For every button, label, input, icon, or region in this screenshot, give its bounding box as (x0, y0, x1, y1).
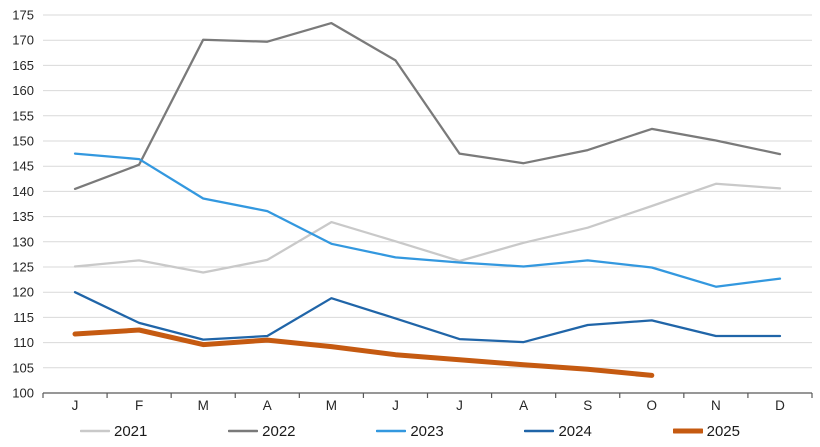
legend-item-2024: 2024 (524, 422, 592, 440)
y-axis-tick-label: 140 (12, 184, 34, 199)
legend-label-2025: 2025 (706, 422, 740, 440)
y-axis-tick-label: 135 (12, 209, 34, 224)
y-axis-tick-label: 125 (12, 260, 34, 275)
x-axis-month-label: D (775, 398, 785, 413)
y-axis-tick-label: 120 (12, 285, 34, 300)
series-line-2025 (72, 327, 655, 378)
x-axis-month-label: O (647, 398, 658, 413)
x-axis-month-label: S (583, 398, 592, 413)
y-axis-tick-label: 100 (12, 386, 34, 401)
legend-swatch-2021 (80, 429, 110, 433)
x-axis-month-label: M (326, 398, 337, 413)
legend-swatch-2022 (228, 429, 259, 433)
plot-area: 100 105 110 115 120 125 130 135 140 145 150 155 160 1… (12, 8, 813, 413)
legend-swatch-2023 (376, 429, 407, 433)
x-axis-month-label: J (392, 398, 399, 413)
y-axis-tick-label: 105 (12, 360, 34, 375)
legend-swatch-2024 (524, 429, 555, 433)
y-axis-tick-label: 110 (13, 335, 34, 350)
y-axis-tick-label: 150 (12, 134, 34, 149)
legend-label-2021: 2021 (114, 422, 148, 440)
legend-swatch-2025 (672, 428, 703, 434)
legend-label-2023: 2023 (410, 422, 444, 440)
x-axis-month-label: N (711, 398, 721, 413)
y-axis-tick-label: 160 (12, 83, 34, 98)
legend-item-2025: 2025 (672, 422, 740, 440)
x-axis-month-label: M (198, 398, 209, 413)
y-axis-tick-label: 115 (13, 310, 34, 325)
x-axis-month-label: J (72, 398, 79, 413)
y-axis-tick-label: 165 (12, 58, 34, 73)
x-axis-month-label: A (263, 398, 272, 413)
series-line-2021 (73, 182, 782, 274)
legend-item-2022: 2022 (228, 422, 296, 440)
legend-item-2023: 2023 (376, 422, 444, 440)
legend-label-2024: 2024 (558, 422, 592, 440)
series-line-2022 (73, 21, 782, 191)
y-axis-tick-label: 155 (12, 108, 34, 123)
legend-label-2022: 2022 (262, 422, 296, 440)
y-axis-tick-label: 130 (12, 234, 34, 249)
legend-item-2021: 2021 (80, 424, 147, 439)
y-axis-tick-label: 145 (12, 159, 34, 174)
y-axis-tick-label: 175 (12, 8, 34, 23)
series-line-2024 (73, 291, 782, 344)
x-axis-month-label: J (456, 398, 463, 413)
chart-legend: 2021 2022 2023 2024 2025 (80, 418, 740, 444)
series-line-2023 (73, 152, 782, 288)
y-axis-tick-label: 170 (12, 33, 34, 48)
x-axis-month-label: A (519, 398, 528, 413)
x-axis-month-label: F (135, 398, 143, 413)
